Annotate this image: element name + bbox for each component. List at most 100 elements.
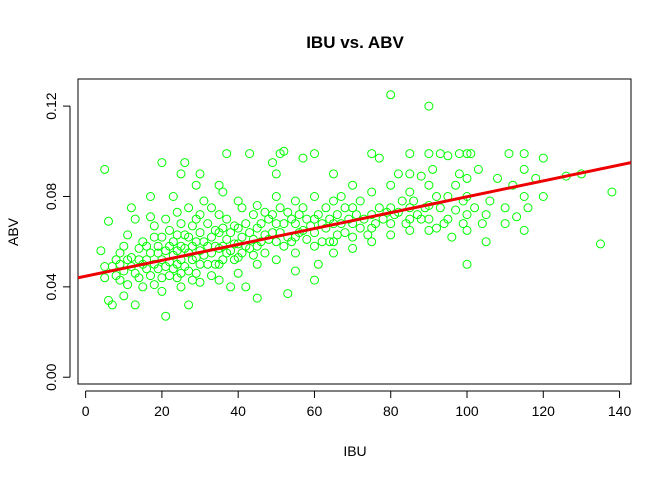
y-tick-label: 0.12 [43, 92, 59, 119]
data-point [332, 230, 342, 240]
data-point [195, 277, 205, 287]
data-point [481, 237, 491, 247]
data-point [523, 203, 533, 213]
data-point [500, 203, 510, 213]
data-point [214, 275, 224, 285]
data-point [290, 219, 300, 229]
data-point [432, 223, 441, 233]
data-point [268, 210, 277, 220]
data-point [149, 232, 159, 242]
data-point [374, 203, 384, 213]
data-point [214, 210, 224, 220]
data-point [336, 192, 346, 201]
data-point [512, 212, 522, 222]
data-point [123, 230, 133, 240]
data-point [279, 241, 289, 251]
data-point [157, 158, 167, 168]
y-tick-label: 0.00 [43, 363, 59, 390]
data-point [290, 266, 300, 276]
data-point [454, 149, 464, 159]
data-point [313, 259, 323, 269]
data-point [241, 219, 251, 229]
data-point [447, 232, 457, 242]
data-point [130, 300, 140, 310]
data-point [126, 203, 136, 213]
data-point [104, 216, 113, 226]
data-point [191, 268, 201, 278]
data-point [142, 241, 152, 251]
data-point [203, 259, 213, 269]
data-point [283, 289, 293, 299]
data-point [519, 225, 529, 235]
data-point [161, 311, 171, 321]
data-point [462, 225, 472, 235]
data-point [149, 280, 159, 290]
data-point [260, 248, 270, 258]
data-point [119, 291, 129, 301]
data-point [386, 230, 396, 240]
data-point [176, 169, 186, 179]
data-point [100, 164, 110, 174]
data-point [146, 271, 155, 281]
x-tick-label: 0 [82, 403, 90, 419]
data-point [432, 192, 441, 201]
data-point [146, 248, 155, 258]
data-point [226, 228, 236, 238]
x-tick-label: 80 [383, 403, 399, 419]
data-point [168, 237, 178, 247]
data-point [180, 158, 190, 168]
data-point [435, 203, 445, 213]
data-point [473, 164, 483, 174]
data-point [161, 214, 171, 224]
data-point [184, 203, 194, 213]
data-point [329, 196, 338, 206]
data-point [355, 196, 365, 206]
data-point [481, 210, 491, 220]
data-point [596, 239, 605, 249]
data-point [146, 212, 155, 222]
data-point [317, 237, 327, 247]
y-tick-label: 0.04 [43, 273, 59, 300]
data-point [157, 286, 167, 296]
data-point [184, 300, 194, 310]
data-point [348, 180, 358, 190]
data-point [100, 273, 110, 283]
data-point [233, 196, 243, 206]
data-point [107, 300, 117, 310]
data-point [428, 164, 438, 174]
data-point [168, 192, 178, 201]
data-point [134, 273, 144, 283]
data-point [462, 259, 472, 269]
data-point [100, 262, 110, 271]
data-point [458, 219, 468, 229]
x-tick-label: 40 [230, 403, 246, 419]
data-point [218, 223, 228, 233]
data-point [405, 225, 415, 235]
data-point [222, 149, 232, 159]
data-point [451, 180, 461, 190]
data-point [519, 192, 529, 201]
data-point [290, 248, 300, 258]
data-point [123, 280, 133, 290]
data-point [233, 268, 243, 278]
data-point [329, 237, 338, 247]
data-point [294, 210, 304, 220]
data-point [271, 237, 281, 247]
data-point [165, 225, 174, 235]
data-point [275, 203, 285, 213]
data-point [271, 192, 281, 201]
data-point [348, 243, 358, 253]
plot-frame [77, 78, 632, 385]
data-point [538, 153, 548, 163]
data-point [355, 223, 365, 233]
data-point [271, 169, 281, 179]
data-point [424, 101, 434, 111]
data-point [233, 223, 243, 233]
data-point [195, 169, 205, 179]
data-point [367, 149, 377, 159]
data-point [466, 149, 476, 159]
data-point [203, 219, 213, 229]
data-point [386, 219, 396, 229]
x-tick-label: 120 [532, 403, 556, 419]
data-point [371, 219, 380, 229]
